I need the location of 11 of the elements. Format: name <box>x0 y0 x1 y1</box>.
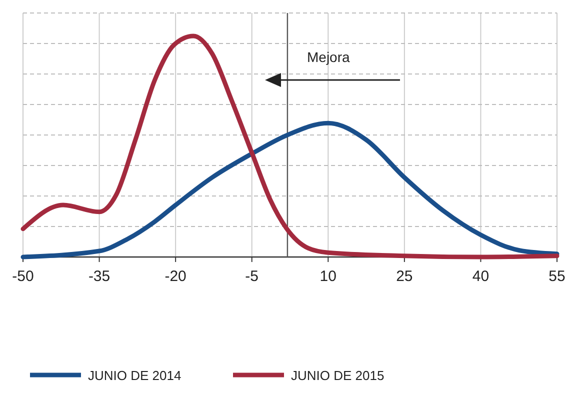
x-tick-label: 40 <box>472 268 490 285</box>
x-tick-label: 55 <box>548 268 566 285</box>
legend-label: JUNIO DE 2015 <box>291 368 384 383</box>
x-tick-label: 25 <box>396 268 413 285</box>
x-tick-label: -35 <box>88 268 110 285</box>
annotation: Mejora <box>307 49 350 65</box>
x-tick-label: 10 <box>320 268 336 285</box>
x-tick-label: -50 <box>12 268 34 285</box>
x-tick-label: -5 <box>245 268 259 285</box>
x-tick-label: -20 <box>164 268 186 285</box>
legend-label: JUNIO DE 2014 <box>88 368 182 383</box>
